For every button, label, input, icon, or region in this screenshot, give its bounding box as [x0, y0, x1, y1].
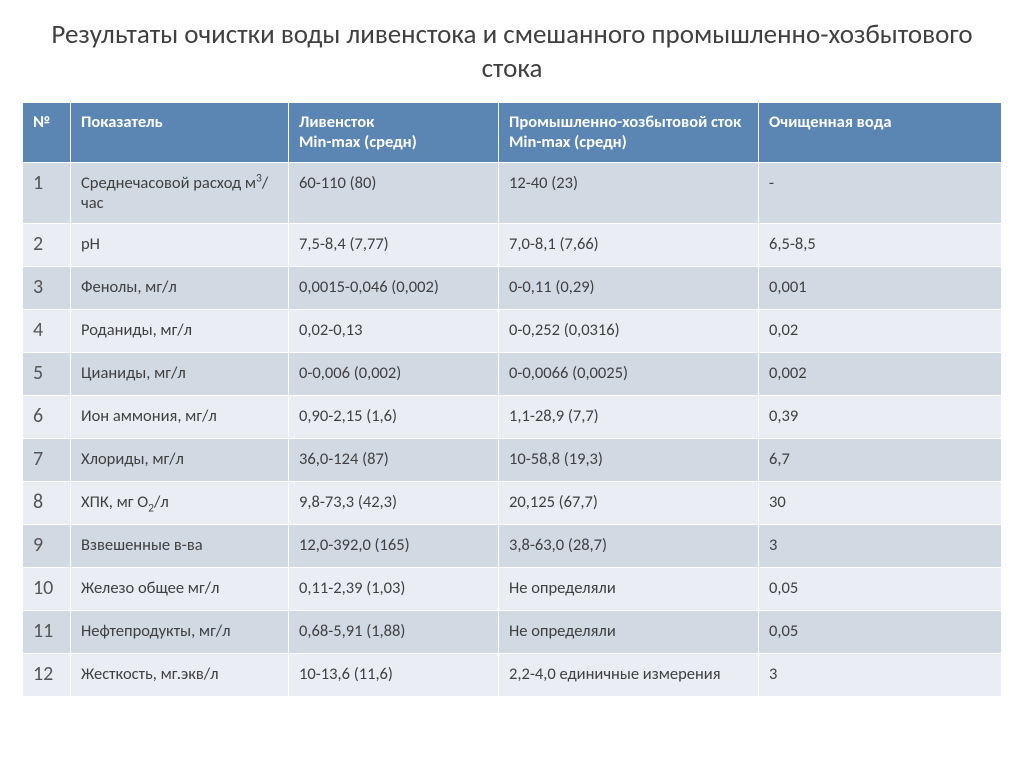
industrial-cell: 0-0,11 (0,29): [499, 266, 759, 309]
livenstok-cell: 0,0015-0,046 (0,002): [289, 266, 499, 309]
industrial-cell: 1,1-28,9 (7,7): [499, 395, 759, 438]
row-number: 2: [23, 223, 71, 266]
purified-cell: 0,05: [759, 567, 1002, 610]
industrial-cell: Не определяли: [499, 567, 759, 610]
industrial-cell: Не определяли: [499, 610, 759, 653]
row-number: 8: [23, 481, 71, 524]
industrial-cell: 7,0-8,1 (7,66): [499, 223, 759, 266]
livenstok-cell: 0,90-2,15 (1,6): [289, 395, 499, 438]
table-row: 11Нефтепродукты, мг/л0,68-5,91 (1,88)Не …: [23, 610, 1002, 653]
indicator-cell: ХПК, мг О2/л: [71, 481, 289, 524]
indicator-cell: Жесткость, мг.экв/л: [71, 653, 289, 696]
industrial-cell: 10-58,8 (19,3): [499, 438, 759, 481]
industrial-cell: 0-0,252 (0,0316): [499, 309, 759, 352]
livenstok-cell: 0,02-0,13: [289, 309, 499, 352]
livenstok-cell: 0,11-2,39 (1,03): [289, 567, 499, 610]
purified-cell: 0,001: [759, 266, 1002, 309]
table-row: 8ХПК, мг О2/л9,8-73,3 (42,3)20,125 (67,7…: [23, 481, 1002, 524]
table-body: 1Среднечасовой расход м3/час60-110 (80)1…: [23, 162, 1002, 696]
livenstok-cell: 60-110 (80): [289, 162, 499, 223]
indicator-cell: Цианиды, мг/л: [71, 352, 289, 395]
purified-cell: 6,5-8,5: [759, 223, 1002, 266]
livenstok-cell: 12,0-392,0 (165): [289, 524, 499, 567]
indicator-cell: Фенолы, мг/л: [71, 266, 289, 309]
industrial-cell: 0-0,0066 (0,0025): [499, 352, 759, 395]
table-row: 1Среднечасовой расход м3/час60-110 (80)1…: [23, 162, 1002, 223]
livenstok-cell: 7,5-8,4 (7,77): [289, 223, 499, 266]
purified-cell: 0,05: [759, 610, 1002, 653]
purified-cell: 0,002: [759, 352, 1002, 395]
indicator-cell: Среднечасовой расход м3/час: [71, 162, 289, 223]
column-header-4: Очищенная вода: [759, 102, 1002, 162]
indicator-cell: Хлориды, мг/л: [71, 438, 289, 481]
table-row: 7Хлориды, мг/л36,0-124 (87)10-58,8 (19,3…: [23, 438, 1002, 481]
row-number: 12: [23, 653, 71, 696]
table-row: 5Цианиды, мг/л0-0,006 (0,002)0-0,0066 (0…: [23, 352, 1002, 395]
results-table: №ПоказательЛивенстокMin-max (средн)Промы…: [22, 102, 1002, 697]
column-header-0: №: [23, 102, 71, 162]
indicator-cell: Ион аммония, мг/л: [71, 395, 289, 438]
column-header-3: Промышленно-хозбытовой стокMin-max (сред…: [499, 102, 759, 162]
table-row: 6Ион аммония, мг/л0,90-2,15 (1,6)1,1-28,…: [23, 395, 1002, 438]
livenstok-cell: 10-13,6 (11,6): [289, 653, 499, 696]
livenstok-cell: 9,8-73,3 (42,3): [289, 481, 499, 524]
purified-cell: 0,02: [759, 309, 1002, 352]
table-header: №ПоказательЛивенстокMin-max (средн)Промы…: [23, 102, 1002, 162]
indicator-cell: Взвешенные в-ва: [71, 524, 289, 567]
row-number: 9: [23, 524, 71, 567]
livenstok-cell: 36,0-124 (87): [289, 438, 499, 481]
row-number: 1: [23, 162, 71, 223]
row-number: 7: [23, 438, 71, 481]
column-header-2: ЛивенстокMin-max (средн): [289, 102, 499, 162]
indicator-cell: Роданиды, мг/л: [71, 309, 289, 352]
industrial-cell: 20,125 (67,7): [499, 481, 759, 524]
purified-cell: 0,39: [759, 395, 1002, 438]
livenstok-cell: 0-0,006 (0,002): [289, 352, 499, 395]
table-row: 4Роданиды, мг/л0,02-0,130-0,252 (0,0316)…: [23, 309, 1002, 352]
page-title: Результаты очистки воды ливенстока и сме…: [22, 18, 1002, 86]
table-row: 3Фенолы, мг/л0,0015-0,046 (0,002)0-0,11 …: [23, 266, 1002, 309]
purified-cell: 30: [759, 481, 1002, 524]
purified-cell: 6,7: [759, 438, 1002, 481]
table-row: 2pH7,5-8,4 (7,77)7,0-8,1 (7,66)6,5-8,5: [23, 223, 1002, 266]
livenstok-cell: 0,68-5,91 (1,88): [289, 610, 499, 653]
industrial-cell: 2,2-4,0 единичные измерения: [499, 653, 759, 696]
indicator-cell: Нефтепродукты, мг/л: [71, 610, 289, 653]
industrial-cell: 12-40 (23): [499, 162, 759, 223]
indicator-cell: Железо общее мг/л: [71, 567, 289, 610]
indicator-cell: pH: [71, 223, 289, 266]
purified-cell: 3: [759, 653, 1002, 696]
industrial-cell: 3,8-63,0 (28,7): [499, 524, 759, 567]
row-number: 6: [23, 395, 71, 438]
column-header-1: Показатель: [71, 102, 289, 162]
row-number: 10: [23, 567, 71, 610]
row-number: 3: [23, 266, 71, 309]
purified-cell: 3: [759, 524, 1002, 567]
table-row: 10Железо общее мг/л0,11-2,39 (1,03)Не оп…: [23, 567, 1002, 610]
row-number: 5: [23, 352, 71, 395]
row-number: 4: [23, 309, 71, 352]
table-row: 12Жесткость, мг.экв/л10-13,6 (11,6)2,2-4…: [23, 653, 1002, 696]
purified-cell: -: [759, 162, 1002, 223]
row-number: 11: [23, 610, 71, 653]
table-row: 9Взвешенные в-ва12,0-392,0 (165)3,8-63,0…: [23, 524, 1002, 567]
